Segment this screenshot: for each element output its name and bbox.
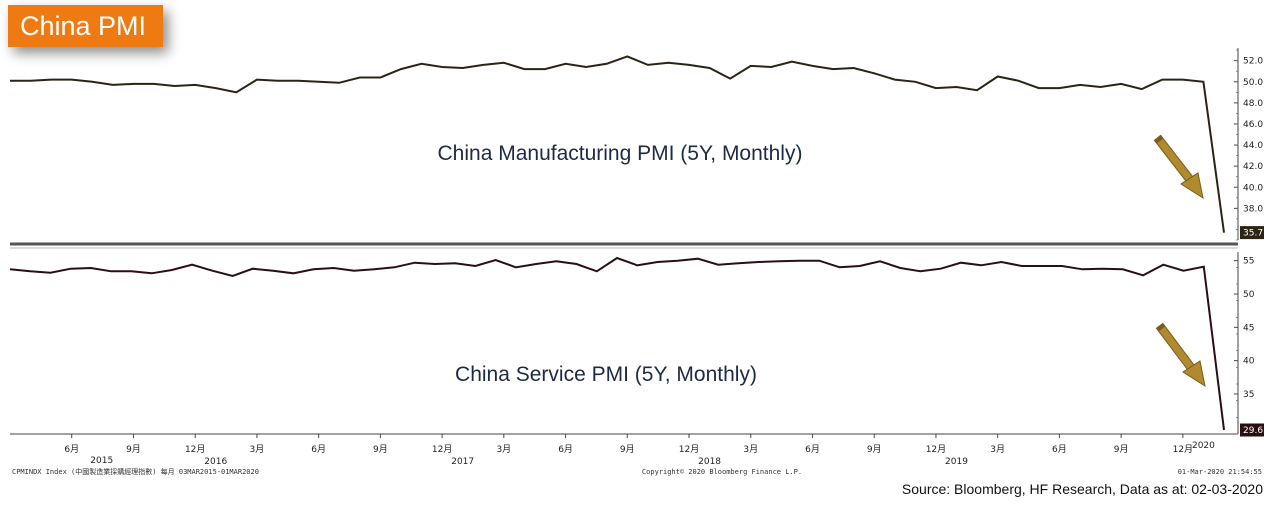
x-month-label: 12月 [926, 444, 946, 455]
x-month-label: 3月 [743, 444, 758, 455]
service-y-tick-label: 45 [1243, 323, 1254, 333]
x-month-label: 3月 [250, 444, 265, 455]
x-year-label: 2019 [945, 457, 968, 467]
footer-ticker-info: CPMINDX Index (中國製造業採購經理指數) 每月 03MAR2015… [12, 467, 259, 476]
x-month-label: 12月 [432, 444, 452, 455]
x-year-label: 2018 [698, 457, 721, 467]
x-year-label: 2015 [90, 456, 113, 466]
footer-timestamp: 01-Mar-2020 21:54:55 [1178, 468, 1262, 476]
manufacturing-last-value: 35.7 [1243, 229, 1263, 239]
manufacturing-down-arrow-icon [1153, 134, 1204, 200]
x-month-label: 6月 [64, 444, 79, 455]
manufacturing-y-tick-label: 38.0 [1243, 204, 1263, 214]
x-month-label: 6月 [558, 444, 573, 455]
x-month-label: 3月 [990, 444, 1005, 455]
service-pmi-line [9, 256, 1225, 431]
service-down-arrow-icon [1155, 322, 1206, 388]
manufacturing-y-tick-label: 42.0 [1243, 162, 1263, 172]
manufacturing-y-tick-label: 44.0 [1243, 141, 1263, 151]
service-last-value: 29.6 [1243, 426, 1263, 436]
footer-copyright: Copyright© 2020 Bloomberg Finance L.P. [642, 468, 802, 476]
x-month-label: 9月 [1114, 444, 1129, 455]
manufacturing-y-tick-label: 48.0 [1243, 99, 1263, 109]
x-month-label: 12月 [1173, 444, 1193, 455]
manufacturing-pmi-line [10, 55, 1225, 233]
x-year-label: 2017 [451, 457, 474, 467]
manufacturing-y-tick-label: 40.0 [1243, 183, 1263, 193]
service-y-tick-label: 50 [1243, 290, 1255, 300]
x-month-label: 6月 [805, 444, 820, 455]
x-month-label: 12月 [185, 444, 205, 455]
service-y-tick-label: 55 [1243, 257, 1254, 267]
service-y-tick-label: 40 [1243, 357, 1255, 367]
x-month-label: 9月 [126, 444, 141, 455]
x-month-label: 3月 [496, 444, 511, 455]
manufacturing-y-tick-label: 52.0 [1243, 57, 1263, 67]
service-y-tick-label: 35 [1243, 390, 1254, 400]
manufacturing-last-value-marker: 35.7 [1240, 226, 1264, 240]
service-last-value-marker: 29.6 [1240, 423, 1264, 437]
manufacturing-panel-title: China Manufacturing PMI (5Y, Monthly) [438, 142, 803, 165]
source-note: Source: Bloomberg, HF Research, Data as … [901, 481, 1263, 497]
service-panel-title: China Service PMI (5Y, Monthly) [455, 363, 757, 386]
x-month-label: 9月 [373, 444, 388, 455]
x-month-label: 6月 [1052, 444, 1067, 455]
x-year-label: 2020 [1192, 441, 1215, 451]
x-year-label: 2016 [204, 457, 227, 467]
x-month-label: 9月 [867, 444, 882, 455]
page-title-badge: China PMI [8, 5, 163, 47]
manufacturing-y-tick-label: 50.0 [1243, 78, 1263, 88]
x-month-label: 6月 [311, 444, 326, 455]
x-month-label: 12月 [679, 444, 699, 455]
manufacturing-y-tick-label: 46.0 [1243, 120, 1263, 130]
x-month-label: 9月 [620, 444, 635, 455]
